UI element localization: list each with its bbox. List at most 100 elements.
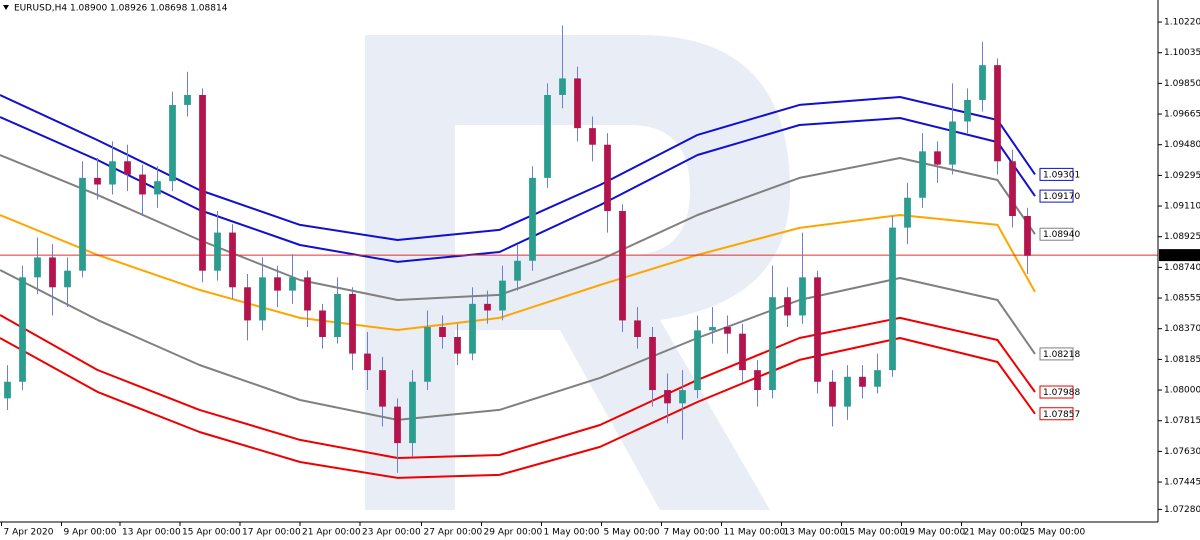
candle-body	[484, 303, 491, 311]
candle-body	[649, 337, 656, 391]
x-tick-label: 25 May 00:00	[1024, 528, 1086, 538]
candle-body	[1009, 161, 1016, 216]
price-label: 1.09170	[1043, 192, 1080, 202]
candle-body	[424, 327, 431, 382]
candle-body	[259, 277, 266, 321]
x-tick-label: 19 May 00:00	[904, 528, 966, 538]
price-label-box	[1039, 167, 1074, 181]
price-label: 1.07857	[1043, 410, 1080, 420]
current-price-box	[1159, 249, 1200, 262]
y-tick-label: 1.09110	[1164, 202, 1200, 212]
candle-body	[949, 121, 956, 165]
candle-body	[514, 260, 521, 281]
candle-body	[544, 94, 551, 178]
y-tick-label: 1.09295	[1164, 171, 1200, 181]
band-line	[0, 337, 1036, 479]
candle-body	[334, 293, 341, 338]
candle-body	[139, 174, 146, 195]
candle-body	[64, 270, 71, 288]
candle-body	[979, 65, 986, 100]
x-tick-label: 17 Apr 00:00	[242, 528, 301, 538]
y-tick-label: 1.08185	[1164, 355, 1200, 365]
candle-body	[394, 406, 401, 444]
candle-body	[604, 144, 611, 212]
candle-body	[304, 277, 311, 311]
candle-body	[739, 333, 746, 371]
x-tick-label: 21 Apr 00:00	[302, 528, 361, 538]
y-tick-label: 1.09665	[1164, 110, 1200, 120]
candle-body	[349, 293, 356, 354]
current-price-label: 1.08814	[1164, 251, 1200, 261]
y-tick-label: 1.07630	[1164, 447, 1200, 457]
candle-body	[169, 104, 176, 182]
candle-body	[4, 381, 11, 399]
candle-body	[919, 151, 926, 198]
chart-header: EURUSD,H4 1.08900 1.08926 1.08698 1.0881…	[14, 4, 228, 14]
candle-body	[244, 287, 251, 321]
candle-body	[694, 330, 701, 391]
candle-body	[814, 277, 821, 382]
candle-body	[619, 211, 626, 321]
candle-body	[799, 277, 806, 316]
band-line	[0, 314, 1036, 459]
candle-body	[454, 337, 461, 354]
y-tick-label: 1.08925	[1164, 232, 1200, 242]
x-tick-label: 13 May 00:00	[784, 528, 846, 538]
price-label-box	[1039, 189, 1074, 203]
y-tick-label: 1.07280	[1164, 505, 1200, 515]
candle-body	[859, 376, 866, 387]
candle-body	[154, 181, 161, 195]
candle-body	[229, 232, 236, 288]
x-tick-label: 9 Apr 00:00	[64, 528, 117, 538]
x-tick-label: 11 May 00:00	[724, 528, 786, 538]
candle-body	[529, 177, 536, 261]
price-label-box	[1039, 227, 1074, 241]
candle-body	[79, 177, 86, 271]
candle-body	[364, 353, 371, 371]
band-line	[0, 116, 1036, 263]
x-tick-label: 5 May 00:00	[604, 528, 660, 538]
candle-body	[184, 94, 191, 105]
y-tick-label: 1.10220	[1164, 18, 1200, 28]
y-tick-label: 1.10035	[1164, 48, 1200, 58]
candle-body	[319, 310, 326, 338]
candle-body	[964, 99, 971, 122]
y-tick-label: 1.07445	[1164, 478, 1200, 488]
candle-body	[109, 161, 116, 185]
candle-body	[769, 297, 776, 391]
candle-body	[49, 257, 56, 288]
header-arrow	[3, 5, 9, 10]
candle-body	[889, 227, 896, 371]
candle-body	[1024, 215, 1031, 256]
candle-body	[664, 390, 671, 404]
price-label: 1.07988	[1043, 388, 1080, 398]
candle-body	[559, 78, 566, 95]
candle-body	[754, 370, 761, 391]
price-label-box	[1039, 385, 1074, 399]
candle-body	[844, 376, 851, 407]
candle-body	[874, 370, 881, 387]
y-tick-label: 1.08370	[1164, 324, 1200, 334]
x-tick-label: 27 Apr 00:00	[424, 528, 483, 538]
candle-body	[499, 280, 506, 311]
x-tick-label: 21 May 00:00	[964, 528, 1026, 538]
candle-body	[214, 232, 221, 271]
candle-body	[289, 277, 296, 291]
candle-body	[724, 327, 731, 334]
y-tick-label: 1.08555	[1164, 294, 1200, 304]
x-tick-label: 7 May 00:00	[664, 528, 720, 538]
candle-body	[274, 277, 281, 291]
candle-body	[469, 303, 476, 354]
candle-body	[679, 390, 686, 404]
y-tick-label: 1.09850	[1164, 79, 1200, 89]
y-tick-label: 1.08000	[1164, 386, 1200, 396]
candle-body	[439, 327, 446, 338]
y-tick-label: 1.08740	[1164, 263, 1200, 273]
candle-body	[829, 381, 836, 407]
candle-body	[709, 327, 716, 331]
x-tick-label: 15 May 00:00	[844, 528, 906, 538]
candle-body	[994, 65, 1001, 162]
x-tick-label: 1 May 00:00	[544, 528, 600, 538]
candle-body	[199, 94, 206, 271]
